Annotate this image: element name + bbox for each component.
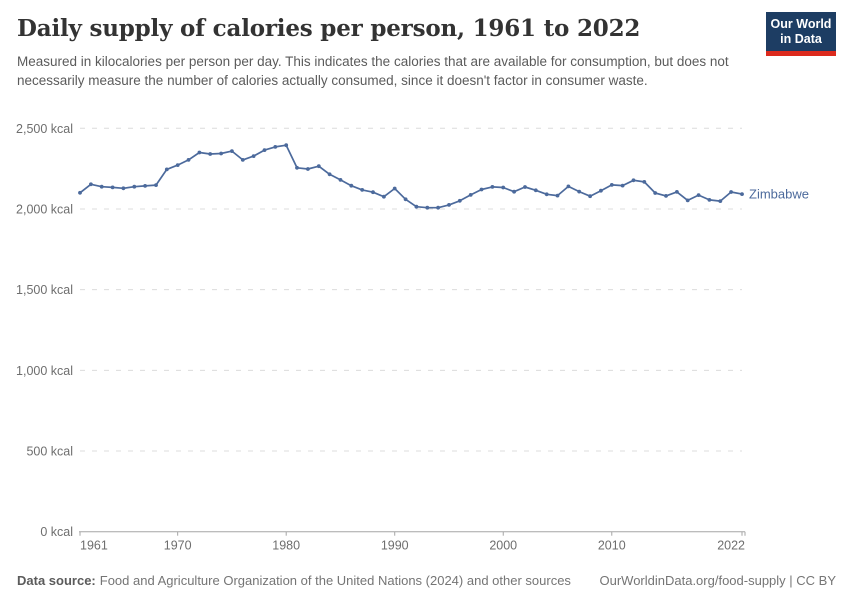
data-point-marker — [78, 190, 82, 195]
data-point-marker — [327, 172, 332, 177]
data-point-marker — [468, 193, 473, 197]
data-point-marker — [262, 148, 267, 153]
data-point-marker — [707, 198, 712, 202]
data-point-marker — [544, 192, 549, 197]
data-point-marker — [512, 189, 516, 194]
data-source-text: Food and Agriculture Organization of the… — [99, 573, 571, 588]
data-point-marker — [197, 150, 202, 155]
data-point-marker — [219, 151, 224, 156]
data-point-marker — [154, 183, 158, 188]
data-point-marker — [436, 205, 440, 210]
footer-license-link[interactable]: OurWorldinData.org/food-supply | CC BY — [599, 573, 836, 588]
data-point-marker — [295, 165, 299, 170]
page-title: Daily supply of calories per person, 196… — [17, 15, 641, 42]
y-axis-tick-label: 1,500 kcal — [16, 283, 73, 297]
data-point-marker — [164, 167, 169, 172]
data-point-marker — [338, 178, 343, 182]
owid-logo: Our World in Data — [766, 12, 836, 56]
data-source-label: Data source: — [17, 573, 96, 588]
data-point-marker — [577, 189, 582, 194]
chart-subtitle: Measured in kilocalories per person per … — [17, 53, 729, 88]
data-point-marker — [729, 190, 733, 194]
data-point-marker — [642, 180, 647, 184]
data-point-marker — [490, 185, 495, 189]
data-point-marker — [566, 184, 571, 189]
data-point-marker — [284, 143, 289, 148]
y-axis-tick-label: 2,000 kcal — [16, 202, 73, 216]
data-point-marker — [599, 188, 603, 193]
data-point-marker — [555, 193, 560, 198]
owid-logo-line2: in Data — [780, 31, 822, 46]
y-axis-tick-label: 500 kcal — [26, 445, 73, 459]
x-axis-tick-label: 1970 — [164, 539, 192, 553]
data-point-marker — [371, 190, 375, 195]
data-point-marker — [740, 192, 744, 197]
chart-footer: Data source: Food and Agriculture Organiz… — [0, 573, 850, 588]
data-point-marker — [675, 190, 679, 194]
data-point-marker — [208, 152, 213, 156]
data-point-marker — [457, 198, 462, 203]
data-point-marker — [620, 183, 625, 188]
data-point-marker — [414, 204, 419, 209]
data-point-marker — [175, 163, 180, 168]
data-point-marker — [121, 186, 126, 191]
data-point-marker — [685, 198, 690, 203]
x-axis-tick-label: 2010 — [598, 539, 626, 553]
data-point-marker — [273, 145, 278, 149]
data-point-marker — [425, 205, 430, 210]
y-axis-tick-label: 1,000 kcal — [16, 364, 73, 378]
data-point-marker — [447, 203, 451, 207]
x-axis-tick-label: 1980 — [272, 539, 300, 553]
chart-header: Daily supply of calories per person, 196… — [0, 0, 850, 90]
data-point-marker — [664, 194, 668, 198]
data-point-marker — [240, 158, 245, 162]
owid-logo-line1: Our World — [770, 17, 832, 31]
series-line — [79, 144, 743, 209]
data-point-marker — [501, 185, 506, 190]
data-point-marker — [609, 183, 614, 187]
data-point-marker — [392, 186, 397, 191]
data-point-marker — [479, 187, 484, 192]
data-point-marker — [132, 184, 137, 189]
series-entity-label: Zimbabwe — [749, 187, 809, 202]
data-point-marker — [718, 199, 723, 204]
data-point-marker — [631, 178, 636, 183]
x-axis-tick-label: 2000 — [489, 539, 517, 553]
y-axis-tick-label: 2,500 kcal — [16, 122, 73, 136]
data-point-marker — [186, 158, 191, 162]
data-point-marker — [89, 182, 93, 187]
data-point-marker — [523, 185, 527, 189]
data-point-marker — [382, 194, 386, 199]
data-point-marker — [403, 197, 408, 202]
data-point-marker — [360, 188, 365, 192]
data-point-marker — [143, 184, 148, 188]
y-axis-tick-label: 0 kcal — [40, 525, 73, 539]
data-point-marker — [653, 191, 658, 195]
data-point-marker — [230, 149, 234, 154]
data-point-marker — [251, 154, 256, 159]
x-axis-tick-label: 2022 — [717, 539, 745, 553]
data-point-marker — [306, 167, 310, 171]
x-axis-tick-label: 1961 — [80, 539, 108, 553]
data-point-marker — [316, 164, 321, 169]
x-axis-tick-label: 1990 — [381, 539, 409, 553]
data-source-note: Data source: Food and Agriculture Organiz… — [17, 573, 571, 588]
data-point-marker — [588, 194, 592, 199]
data-point-marker — [696, 193, 701, 198]
data-point-marker — [110, 185, 115, 190]
data-point-marker — [349, 183, 354, 188]
data-point-marker — [533, 188, 538, 193]
data-point-marker — [99, 184, 104, 189]
